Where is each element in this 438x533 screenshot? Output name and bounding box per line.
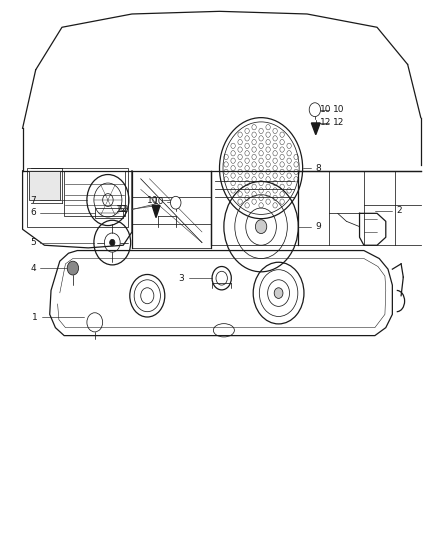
Text: 3: 3 bbox=[178, 273, 184, 282]
Text: 10: 10 bbox=[332, 105, 344, 114]
Text: 5: 5 bbox=[30, 238, 35, 247]
Text: 8: 8 bbox=[315, 164, 321, 173]
Text: 12: 12 bbox=[116, 205, 127, 214]
Text: 12: 12 bbox=[332, 118, 344, 127]
Circle shape bbox=[308, 103, 320, 117]
Text: 12: 12 bbox=[118, 205, 130, 214]
Text: 7: 7 bbox=[30, 196, 35, 205]
Text: 2: 2 bbox=[396, 206, 402, 215]
Text: 10: 10 bbox=[153, 197, 164, 206]
Circle shape bbox=[274, 288, 283, 298]
Text: 1: 1 bbox=[32, 312, 38, 321]
Circle shape bbox=[110, 239, 115, 246]
Text: 10: 10 bbox=[146, 196, 158, 205]
Text: 6: 6 bbox=[30, 208, 35, 217]
Text: 10: 10 bbox=[319, 105, 331, 114]
Polygon shape bbox=[29, 171, 60, 200]
Circle shape bbox=[67, 261, 78, 275]
Text: 9: 9 bbox=[315, 222, 321, 231]
Polygon shape bbox=[152, 205, 159, 217]
Text: 4: 4 bbox=[30, 264, 35, 272]
Circle shape bbox=[255, 220, 266, 233]
Text: 12: 12 bbox=[319, 118, 331, 127]
Circle shape bbox=[170, 196, 180, 209]
Polygon shape bbox=[311, 123, 319, 135]
